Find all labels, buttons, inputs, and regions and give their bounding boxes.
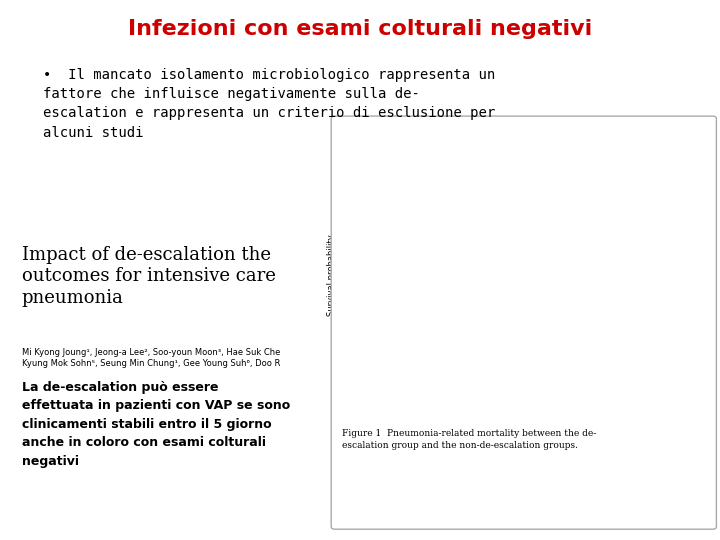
Text: RESEARCH: RESEARCH [28, 225, 94, 235]
Text: (Day 14, p=0.08): (Day 14, p=0.08) [398, 279, 471, 288]
Text: (day): (day) [683, 435, 703, 444]
Text: Figure 1  Pneumonia-related mortality between the de-
escalation group and the n: Figure 1 Pneumonia-related mortality bet… [342, 429, 596, 450]
Text: La de-escalation può essere
effettuata in pazienti con VAP se sono
clinicamenti : La de-escalation può essere effettuata i… [22, 381, 290, 468]
Text: •  Il mancato isolamento microbiologico rappresenta un
fattore che influisce neg: • Il mancato isolamento microbiologico r… [43, 68, 495, 140]
X-axis label: Time from diagnosis of ICU- acquired pneumonia: Time from diagnosis of ICU- acquired pne… [419, 443, 625, 453]
Text: Mi Kyong Joung¹, Jeong-a Lee², Soo-youn Moon³, Hae Suk Che
Kyung Mok Sohn⁵, Seun: Mi Kyong Joung¹, Jeong-a Lee², Soo-youn … [22, 348, 280, 368]
Y-axis label: Survival probability: Survival probability [327, 234, 336, 316]
Text: Infezioni con esami colturali negativi: Infezioni con esami colturali negativi [128, 19, 592, 39]
Text: (Day 30, p=0.03): (Day 30, p=0.03) [534, 176, 607, 185]
Text: Impact of de-escalation the
outcomes for intensive carе
pneumonia: Impact of de-escalation the outcomes for… [22, 246, 276, 307]
